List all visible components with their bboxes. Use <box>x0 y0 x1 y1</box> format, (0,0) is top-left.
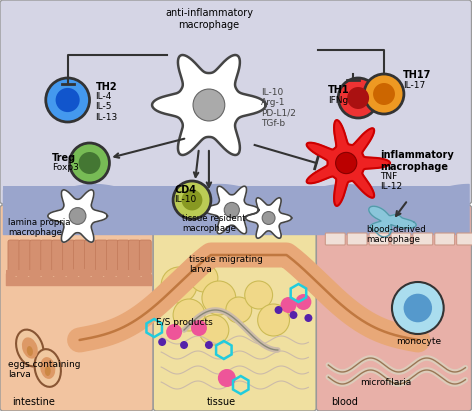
Circle shape <box>173 299 205 331</box>
Text: blood: blood <box>331 397 358 407</box>
FancyBboxPatch shape <box>63 240 74 274</box>
Bar <box>3 186 469 234</box>
Circle shape <box>338 78 378 118</box>
FancyBboxPatch shape <box>0 0 472 204</box>
FancyBboxPatch shape <box>19 240 31 274</box>
FancyBboxPatch shape <box>73 240 85 274</box>
Text: Foxp3: Foxp3 <box>52 163 79 172</box>
Circle shape <box>69 208 86 224</box>
Text: tissue: tissue <box>207 397 236 407</box>
Text: IL-10
Arg-1
PD-L1/2
TGf-b: IL-10 Arg-1 PD-L1/2 TGf-b <box>261 88 295 128</box>
Circle shape <box>218 369 236 387</box>
Circle shape <box>166 324 182 340</box>
FancyBboxPatch shape <box>391 233 411 245</box>
Polygon shape <box>48 190 108 242</box>
Text: inflammatory
macrophage: inflammatory macrophage <box>380 150 454 172</box>
Ellipse shape <box>35 349 61 387</box>
Circle shape <box>347 87 369 109</box>
Ellipse shape <box>16 330 44 366</box>
Circle shape <box>226 297 252 323</box>
Circle shape <box>274 306 283 314</box>
Polygon shape <box>307 120 390 206</box>
Circle shape <box>193 89 225 121</box>
Text: IL-4
IL-5
IL-13: IL-4 IL-5 IL-13 <box>95 92 118 122</box>
Text: tissue resident
macrophage: tissue resident macrophage <box>182 214 246 233</box>
FancyBboxPatch shape <box>128 240 140 274</box>
Ellipse shape <box>27 346 33 356</box>
Circle shape <box>158 338 166 346</box>
Text: E/S products: E/S products <box>156 318 213 327</box>
FancyBboxPatch shape <box>118 240 129 274</box>
FancyBboxPatch shape <box>435 233 455 245</box>
FancyBboxPatch shape <box>325 233 345 245</box>
Circle shape <box>245 281 273 309</box>
Polygon shape <box>152 55 266 155</box>
Circle shape <box>262 212 275 224</box>
Text: monocyte: monocyte <box>396 337 441 346</box>
Ellipse shape <box>45 366 51 376</box>
FancyBboxPatch shape <box>8 240 20 274</box>
Polygon shape <box>369 206 416 237</box>
FancyBboxPatch shape <box>107 240 118 274</box>
Circle shape <box>290 311 298 319</box>
Circle shape <box>190 264 218 292</box>
Circle shape <box>46 78 90 122</box>
FancyBboxPatch shape <box>84 240 97 274</box>
Text: lamina propria
macrophage: lamina propria macrophage <box>8 218 71 238</box>
Text: eggs containing
larva: eggs containing larva <box>8 360 81 379</box>
FancyBboxPatch shape <box>0 205 153 411</box>
Polygon shape <box>205 186 259 234</box>
FancyBboxPatch shape <box>456 233 474 245</box>
Text: TH17: TH17 <box>403 70 431 80</box>
Circle shape <box>304 314 312 322</box>
Circle shape <box>161 267 197 303</box>
Circle shape <box>79 152 100 174</box>
Circle shape <box>202 281 236 315</box>
Circle shape <box>205 341 213 349</box>
Text: intestine: intestine <box>12 397 55 407</box>
Text: IL-10: IL-10 <box>174 195 196 204</box>
FancyBboxPatch shape <box>347 233 367 245</box>
Circle shape <box>295 294 311 310</box>
Circle shape <box>373 83 395 105</box>
Text: tissue migrating
larva: tissue migrating larva <box>189 255 263 275</box>
Circle shape <box>70 143 109 183</box>
FancyBboxPatch shape <box>369 233 389 245</box>
Circle shape <box>281 297 296 313</box>
FancyBboxPatch shape <box>95 240 108 274</box>
FancyBboxPatch shape <box>41 240 53 274</box>
Circle shape <box>336 152 357 173</box>
Text: TH1: TH1 <box>328 85 350 95</box>
Circle shape <box>199 315 229 345</box>
Ellipse shape <box>22 337 38 359</box>
Text: blood-derived
macrophage: blood-derived macrophage <box>366 225 426 245</box>
FancyBboxPatch shape <box>52 240 64 274</box>
Text: IFNg: IFNg <box>328 96 348 105</box>
Circle shape <box>173 181 211 219</box>
Text: TNF
IL-12: TNF IL-12 <box>380 172 402 192</box>
Circle shape <box>364 74 404 114</box>
Circle shape <box>191 320 207 336</box>
Circle shape <box>55 88 80 112</box>
Text: microfilaria: microfilaria <box>360 378 411 387</box>
Circle shape <box>403 294 432 322</box>
Circle shape <box>180 341 188 349</box>
Polygon shape <box>246 198 292 238</box>
FancyBboxPatch shape <box>153 205 316 411</box>
Circle shape <box>392 282 444 334</box>
Ellipse shape <box>40 357 55 379</box>
Text: anti-inflammatory
macrophage: anti-inflammatory macrophage <box>165 8 253 30</box>
Circle shape <box>224 202 239 217</box>
Circle shape <box>258 304 290 336</box>
FancyBboxPatch shape <box>316 205 472 411</box>
Bar <box>6 270 151 276</box>
Text: IL-17: IL-17 <box>403 81 425 90</box>
Text: TH2: TH2 <box>95 82 117 92</box>
Text: Treg: Treg <box>52 153 76 163</box>
FancyBboxPatch shape <box>413 233 433 245</box>
FancyBboxPatch shape <box>139 240 151 274</box>
Circle shape <box>182 189 202 210</box>
FancyBboxPatch shape <box>30 240 42 274</box>
Text: CD4: CD4 <box>174 185 196 195</box>
